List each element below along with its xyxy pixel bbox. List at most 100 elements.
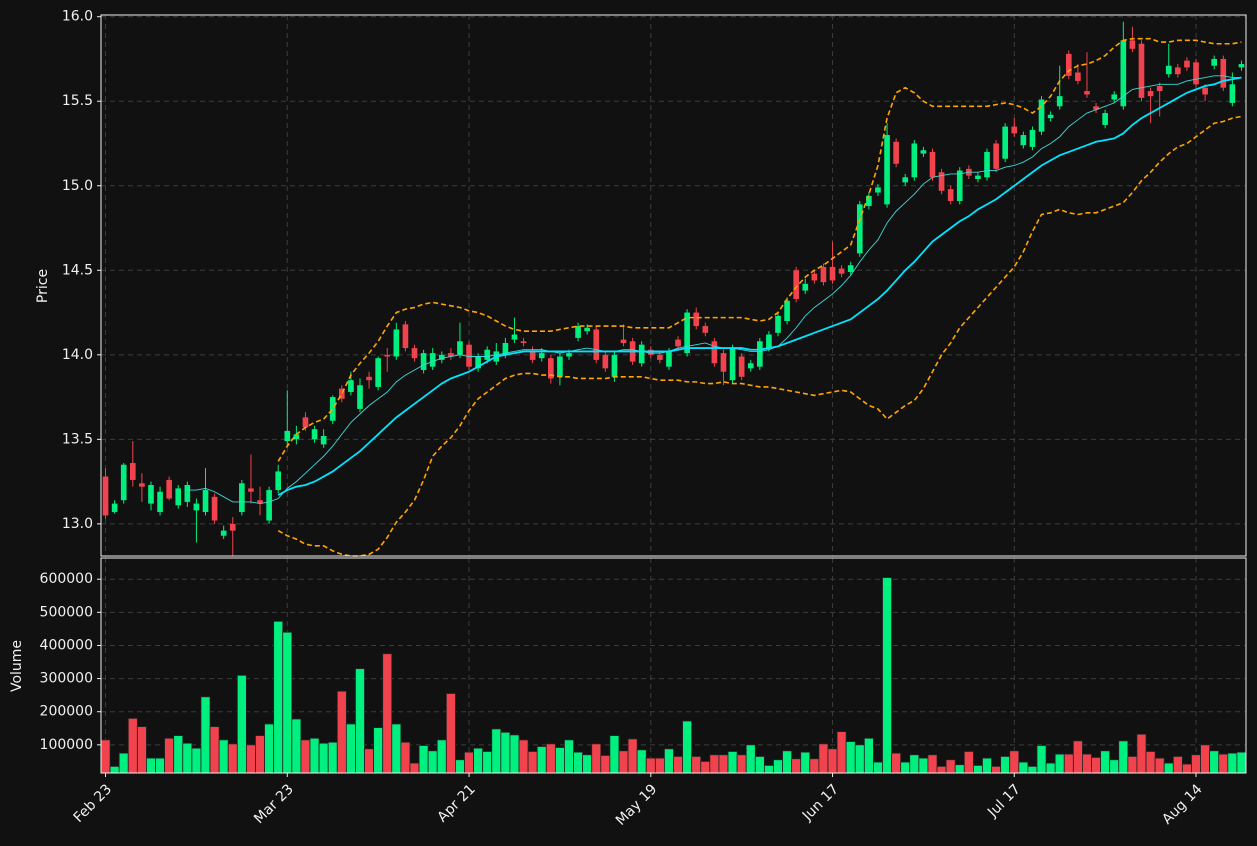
volume-bar bbox=[364, 748, 375, 774]
volume-bar bbox=[345, 723, 356, 774]
y-tick-label: 300000 bbox=[40, 671, 93, 687]
volume-bar bbox=[873, 761, 883, 774]
candle-body bbox=[638, 344, 645, 364]
volume-bar bbox=[736, 754, 747, 774]
candle-body bbox=[475, 356, 481, 369]
volume-bar bbox=[718, 754, 729, 774]
candle-body bbox=[538, 353, 545, 359]
candle-body bbox=[575, 326, 581, 338]
y-tick-label: 14.0 bbox=[62, 347, 93, 363]
volume-bar bbox=[727, 751, 738, 774]
candle-body bbox=[548, 358, 554, 379]
volume-bar bbox=[391, 723, 402, 774]
volume-bar bbox=[318, 742, 329, 774]
y-tick-label: 13.5 bbox=[62, 431, 93, 447]
candle-body bbox=[620, 339, 627, 343]
y-axis-label: Price bbox=[35, 269, 51, 303]
volume-bar bbox=[1227, 752, 1238, 774]
candle-body bbox=[1184, 60, 1190, 68]
candle-body bbox=[402, 324, 409, 349]
volume-bar bbox=[909, 754, 920, 774]
candle-body bbox=[1165, 65, 1172, 75]
indicator-line bbox=[187, 75, 1242, 505]
candle-body bbox=[311, 429, 318, 440]
candle-body bbox=[784, 300, 790, 322]
candle-body bbox=[102, 476, 109, 516]
candle-body bbox=[1229, 84, 1236, 103]
candle-body bbox=[766, 334, 772, 349]
candle-body bbox=[193, 503, 200, 511]
candle-body bbox=[593, 329, 600, 360]
candle-body bbox=[1211, 58, 1218, 66]
candle-body bbox=[566, 353, 572, 357]
candle-body bbox=[139, 483, 145, 487]
volume-bar bbox=[191, 747, 202, 774]
volume-bar bbox=[500, 731, 511, 774]
volume-bar bbox=[627, 738, 638, 774]
volume-bar bbox=[1054, 753, 1065, 774]
candle-body bbox=[602, 354, 609, 369]
candle-body bbox=[1138, 43, 1145, 98]
volume-bar bbox=[554, 747, 565, 774]
volume-bar bbox=[400, 741, 411, 774]
volume-bar bbox=[482, 751, 493, 774]
candle-body bbox=[1175, 67, 1181, 75]
candle-body bbox=[1111, 94, 1118, 100]
candle-body bbox=[1084, 91, 1090, 95]
candle-body bbox=[1056, 96, 1063, 107]
candle-body bbox=[911, 143, 918, 178]
volume-bar bbox=[773, 759, 783, 774]
y-tick-label: 14.5 bbox=[62, 262, 93, 278]
volume-bar bbox=[582, 754, 593, 774]
candle-body bbox=[584, 327, 590, 332]
candle-body bbox=[1038, 99, 1045, 132]
volume-bar bbox=[691, 756, 702, 774]
volume-bar bbox=[1072, 740, 1083, 774]
y-tick-label: 600000 bbox=[40, 571, 93, 587]
candle-body bbox=[420, 353, 427, 371]
volume-bar bbox=[1136, 733, 1147, 774]
volume-bar bbox=[1163, 762, 1174, 774]
volume-bar bbox=[536, 746, 547, 774]
volume-bar bbox=[1145, 751, 1156, 774]
candle-body bbox=[257, 500, 263, 504]
volume-bar bbox=[972, 764, 983, 774]
price-panel-frame bbox=[100, 14, 1247, 557]
volume-bar bbox=[409, 762, 420, 774]
candle-body bbox=[847, 265, 854, 272]
volume-bar bbox=[709, 754, 720, 774]
volume-bar bbox=[1181, 763, 1192, 774]
volume-bar bbox=[236, 674, 247, 774]
candle-body bbox=[929, 151, 936, 178]
candle-body bbox=[429, 353, 436, 367]
volume-bar bbox=[963, 751, 974, 774]
y-tick-label: 13.0 bbox=[62, 516, 93, 532]
volume-bar bbox=[854, 744, 865, 774]
volume-bar bbox=[509, 734, 520, 774]
candle-body bbox=[884, 135, 890, 205]
candle-body bbox=[239, 483, 245, 513]
candle-body bbox=[793, 270, 799, 300]
candle-body bbox=[320, 435, 327, 445]
volume-bar bbox=[445, 693, 456, 774]
x-tick-label: Mar 23 bbox=[251, 781, 297, 827]
volume-bar bbox=[891, 752, 902, 774]
volume-bar bbox=[836, 731, 847, 774]
volume-bar bbox=[1027, 765, 1038, 774]
volume-bar bbox=[782, 750, 793, 774]
volume-bar bbox=[1063, 753, 1074, 774]
candle-body bbox=[920, 150, 927, 154]
candle-body bbox=[1102, 113, 1108, 125]
candle-body bbox=[338, 388, 345, 399]
volume-bar bbox=[136, 726, 147, 774]
candle-body bbox=[275, 471, 282, 491]
volume-bar bbox=[118, 752, 129, 774]
candle-body bbox=[1020, 135, 1027, 146]
candle-body bbox=[393, 329, 400, 357]
volume-bar bbox=[182, 742, 193, 774]
candle-body bbox=[956, 170, 963, 201]
candle-body bbox=[411, 348, 418, 359]
candle-body bbox=[166, 479, 172, 499]
candle-body bbox=[893, 141, 899, 164]
